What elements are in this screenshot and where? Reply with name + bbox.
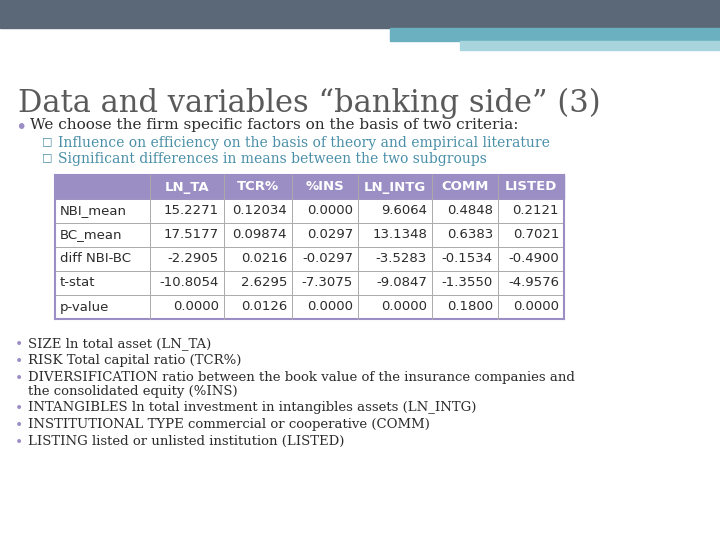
Text: 15.2271: 15.2271 xyxy=(164,205,219,218)
Bar xyxy=(55,199,564,223)
Text: •: • xyxy=(15,435,23,449)
Text: TCR%: TCR% xyxy=(237,180,279,193)
Text: -0.1534: -0.1534 xyxy=(442,253,493,266)
Bar xyxy=(55,295,564,319)
Text: -9.0847: -9.0847 xyxy=(376,276,427,289)
Text: %INS: %INS xyxy=(305,180,344,193)
Text: -0.0297: -0.0297 xyxy=(302,253,353,266)
Text: Influence on efficiency on the basis of theory and empirical literature: Influence on efficiency on the basis of … xyxy=(58,136,550,150)
Text: LN_INTG: LN_INTG xyxy=(364,180,426,193)
Text: •: • xyxy=(15,418,23,432)
Text: 0.4848: 0.4848 xyxy=(447,205,493,218)
Text: -7.3075: -7.3075 xyxy=(302,276,353,289)
Text: 0.0000: 0.0000 xyxy=(307,205,353,218)
Text: 0.09874: 0.09874 xyxy=(233,228,287,241)
Text: •: • xyxy=(15,118,27,137)
Text: •: • xyxy=(15,401,23,415)
Text: 0.0216: 0.0216 xyxy=(240,253,287,266)
Text: -4.9576: -4.9576 xyxy=(508,276,559,289)
Text: •: • xyxy=(15,337,23,351)
Bar xyxy=(460,41,720,50)
Text: 17.5177: 17.5177 xyxy=(164,228,219,241)
Text: 0.0000: 0.0000 xyxy=(513,300,559,314)
Text: COMM: COMM xyxy=(441,180,489,193)
Text: 13.1348: 13.1348 xyxy=(372,228,427,241)
Bar xyxy=(55,271,564,295)
Bar xyxy=(55,247,564,271)
Text: □: □ xyxy=(42,136,53,146)
Text: 0.2121: 0.2121 xyxy=(513,205,559,218)
Text: t-stat: t-stat xyxy=(60,276,96,289)
Text: SIZE ln total asset (LN_TA): SIZE ln total asset (LN_TA) xyxy=(28,337,211,350)
Bar xyxy=(0,0,720,28)
Text: Data and variables “banking side” (3): Data and variables “banking side” (3) xyxy=(18,88,600,119)
Text: 0.7021: 0.7021 xyxy=(513,228,559,241)
Text: •: • xyxy=(15,354,23,368)
Text: -0.4900: -0.4900 xyxy=(508,253,559,266)
Text: •: • xyxy=(15,371,23,385)
Bar xyxy=(55,175,564,199)
Text: INSTITUTIONAL TYPE commercial or cooperative (COMM): INSTITUTIONAL TYPE commercial or coopera… xyxy=(28,418,430,431)
Text: 0.6383: 0.6383 xyxy=(446,228,493,241)
Text: 9.6064: 9.6064 xyxy=(381,205,427,218)
Text: 0.0000: 0.0000 xyxy=(381,300,427,314)
Text: LISTING listed or unlisted institution (LISTED): LISTING listed or unlisted institution (… xyxy=(28,435,344,448)
Text: 0.0126: 0.0126 xyxy=(240,300,287,314)
Text: DIVERSIFICATION ratio between the book value of the insurance companies and: DIVERSIFICATION ratio between the book v… xyxy=(28,371,575,384)
Text: NBI_mean: NBI_mean xyxy=(60,205,127,218)
Text: -2.2905: -2.2905 xyxy=(168,253,219,266)
Text: the consolidated equity (%INS): the consolidated equity (%INS) xyxy=(28,385,238,398)
Text: 0.0000: 0.0000 xyxy=(307,300,353,314)
Text: Significant differences in means between the two subgroups: Significant differences in means between… xyxy=(58,152,487,166)
Text: -1.3550: -1.3550 xyxy=(442,276,493,289)
Text: LISTED: LISTED xyxy=(505,180,557,193)
Text: p-value: p-value xyxy=(60,300,109,314)
Text: 0.0297: 0.0297 xyxy=(307,228,353,241)
Text: RISK Total capital ratio (TCR%): RISK Total capital ratio (TCR%) xyxy=(28,354,241,367)
Text: diff NBI-BC: diff NBI-BC xyxy=(60,253,131,266)
Text: 0.12034: 0.12034 xyxy=(233,205,287,218)
Bar xyxy=(55,223,564,247)
Text: -3.5283: -3.5283 xyxy=(376,253,427,266)
Text: □: □ xyxy=(42,152,53,162)
Text: 0.1800: 0.1800 xyxy=(447,300,493,314)
Text: We choose the firm specific factors on the basis of two criteria:: We choose the firm specific factors on t… xyxy=(30,118,518,132)
Text: BC_mean: BC_mean xyxy=(60,228,122,241)
Bar xyxy=(390,28,720,41)
Text: 2.6295: 2.6295 xyxy=(240,276,287,289)
Text: 0.0000: 0.0000 xyxy=(173,300,219,314)
Text: -10.8054: -10.8054 xyxy=(160,276,219,289)
Text: INTANGIBLES ln total investment in intangibles assets (LN_INTG): INTANGIBLES ln total investment in intan… xyxy=(28,401,477,414)
Text: LN_TA: LN_TA xyxy=(165,180,210,193)
